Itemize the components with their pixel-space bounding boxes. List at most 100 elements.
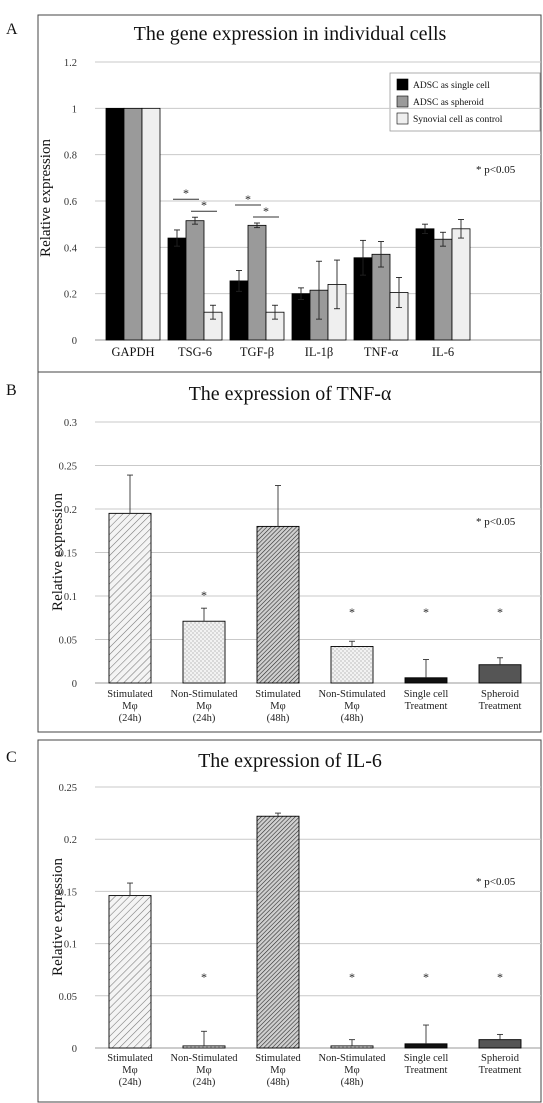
x-category-label: Mφ [122,1065,137,1076]
legend-box [389,72,541,132]
significance-star: * [201,588,207,602]
panel-a: A The gene expression in individual cell… [6,14,542,373]
x-category-label: TGF-β [240,345,274,359]
significance-star: * [423,970,429,984]
bar [256,815,300,1049]
bar [330,1045,374,1049]
y-tick-label: 0.2 [64,290,77,301]
bar [182,620,226,684]
x-category-label: (48h) [267,1077,290,1088]
significance-star: * [423,605,429,619]
y-tick-label: 0 [72,679,77,690]
x-category-label: Treatment [479,1065,522,1076]
bar [247,224,267,341]
significance-star: * [201,198,207,212]
significance-star: * [497,970,503,984]
bar [404,1043,448,1049]
bar [404,677,448,684]
panel-b-title: The expression of TNF-α [189,383,392,405]
panel-a-y-axis-label: Relative expression [38,139,54,257]
x-category-label: Single cell [404,689,449,700]
y-tick-label: 0.4 [64,243,78,254]
significance-star: * [245,192,251,206]
significance-star: * [183,186,189,200]
legend-swatch-synovial-control [396,112,409,125]
x-category-label: TNF-α [364,345,399,359]
y-tick-label: 0.8 [64,151,77,162]
legend-swatch-single-cell [396,78,409,91]
bar [478,1039,522,1049]
x-category-label: Treatment [405,701,448,712]
x-category-label: Spheroid [481,1053,520,1064]
x-category-label: Non-Stimulated [318,689,386,700]
panel-a-legend: ADSC as single cell ADSC as spheroid Syn… [389,72,541,132]
y-tick-label: 0.1 [64,940,77,951]
bar [123,107,143,341]
bar [415,228,435,341]
legend-label-single-cell: ADSC as single cell [413,81,490,91]
x-category-label: Single cell [404,1053,449,1064]
bar [256,525,300,684]
y-tick-label: 0.15 [59,887,77,898]
panel-c-significance-note: * p<0.05 [476,876,516,888]
x-category-label: (24h) [193,713,216,724]
x-category-label: (48h) [341,1077,364,1088]
x-category-label: Stimulated [255,689,301,700]
x-category-label: (48h) [341,713,364,724]
x-category-label: Non-Stimulated [170,689,238,700]
y-tick-label: 0.2 [64,505,77,516]
x-category-label: Spheroid [481,689,520,700]
bar [108,512,152,684]
bar [182,1045,226,1049]
legend-label-synovial-control: Synovial cell as control [413,115,503,125]
panel-c: C The expression of IL-6 Relative expres… [6,739,542,1103]
y-tick-label: 0 [72,1044,77,1055]
y-tick-label: 0.25 [59,462,77,473]
panel-b-label: B [6,382,17,399]
significance-star: * [263,204,269,218]
x-category-label: (24h) [119,1077,142,1088]
panel-a-significance-note: * p<0.05 [476,164,516,176]
significance-star: * [201,970,207,984]
x-category-label: IL-6 [432,345,454,359]
bar [433,238,453,341]
panel-a-title: The gene expression in individual cells [134,23,447,45]
y-tick-label: 0.05 [59,992,77,1003]
x-category-label: Non-Stimulated [318,1053,386,1064]
bar [185,220,205,341]
y-tick-label: 1 [72,104,77,115]
y-tick-label: 0.15 [59,549,77,560]
x-category-label: Treatment [479,701,522,712]
y-tick-label: 0.1 [64,592,77,603]
x-category-label: GAPDH [111,345,154,359]
x-category-label: (48h) [267,713,290,724]
legend-label-spheroid: ADSC as spheroid [413,98,484,108]
y-tick-label: 0.3 [64,418,77,429]
x-category-label: Mφ [344,701,359,712]
panel-b: B The expression of TNF-α Relative expre… [6,371,542,733]
bar [478,664,522,684]
bar [141,107,161,341]
x-category-label: Stimulated [255,1053,301,1064]
bar [451,228,471,341]
panel-b-y-axis-label: Relative expression [50,493,66,611]
x-category-label: Mφ [270,1065,285,1076]
x-category-label: (24h) [119,713,142,724]
x-category-label: Non-Stimulated [170,1053,238,1064]
y-tick-label: 0.6 [64,197,77,208]
panel-b-significance-note: * p<0.05 [476,516,516,528]
y-tick-label: 0.05 [59,636,77,647]
y-tick-label: 1.2 [64,58,77,69]
x-category-label: Mφ [196,701,211,712]
significance-star: * [497,605,503,619]
x-category-label: Treatment [405,1065,448,1076]
panel-c-y-axis-label: Relative expression [50,858,66,976]
bar [108,895,152,1049]
x-category-label: TSG-6 [178,345,212,359]
y-tick-label: 0 [72,336,77,347]
panel-c-label: C [6,749,17,766]
x-category-label: Mφ [196,1065,211,1076]
x-category-label: IL-1β [305,345,334,359]
bar [167,237,187,341]
